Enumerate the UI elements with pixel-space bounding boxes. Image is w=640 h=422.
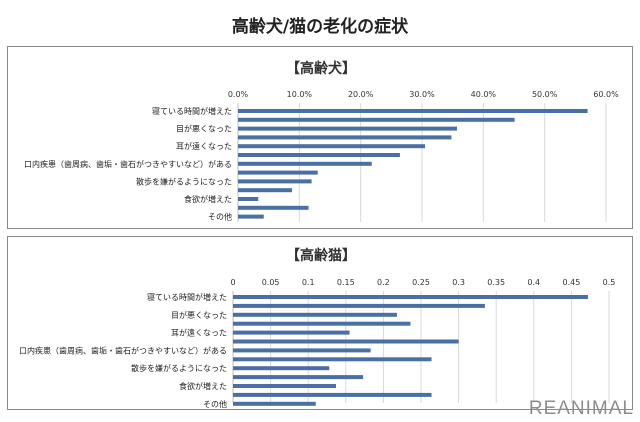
cat-bar xyxy=(233,295,588,299)
cat-category-label: 寝ている時間が増えた xyxy=(147,292,227,302)
cat-bar xyxy=(233,339,459,344)
cat-bar xyxy=(233,312,397,317)
dog-bar xyxy=(238,117,515,122)
dog-bar xyxy=(238,109,588,113)
dog-category-label: 寝ている時間が増えた xyxy=(152,106,232,116)
dog-category-label: 食欲が増えた xyxy=(184,194,232,204)
cat-x-tick-label: 0.2 xyxy=(377,278,390,287)
cat-x-tick-label: 0.4 xyxy=(527,278,540,287)
cat-bar-chart: 【高齢猫】 0 0.05 0.1 0.15 0.2 0.25 0.3 0.35 0.4 0.45 0.… xyxy=(19,247,616,409)
dog-x-tick-label: 20.0% xyxy=(348,90,374,99)
cat-bar xyxy=(233,392,432,397)
cat-category-label: 食欲が増えた xyxy=(179,381,227,391)
cat-chart-panel: 【高齢猫】 0 0.05 0.1 0.15 0.2 0.25 0.3 0.35 0.4 0.45 0.… xyxy=(7,236,633,410)
cat-bar xyxy=(233,366,330,371)
dog-bar xyxy=(238,170,318,175)
dog-x-tick-label: 10.0% xyxy=(287,90,313,99)
cat-x-tick-label: 0.1 xyxy=(302,278,315,287)
dog-category-label: 散歩を嫌がるようになった xyxy=(136,176,232,186)
dog-x-tick-label: 40.0% xyxy=(471,90,497,99)
dog-category-label: 耳が遠くなった xyxy=(176,141,232,151)
dog-bar xyxy=(238,214,264,219)
cat-bar xyxy=(233,303,485,308)
dog-chart-panel: 【高齢犬】 0.0% 10.0% 20.0% 30.0% 40.0% 50.0% 60.0% 寝… xyxy=(7,46,633,229)
cat-bar xyxy=(233,330,350,335)
cat-x-tick-label: 0.5 xyxy=(603,278,616,287)
dog-x-tick-label: 0.0% xyxy=(228,90,249,99)
dog-category-label: その他 xyxy=(208,212,232,222)
reanimal-watermark: REANIMAL xyxy=(528,398,634,419)
cat-bar xyxy=(233,375,364,380)
dog-bar xyxy=(238,205,309,210)
cat-category-label: 目が悪くなった xyxy=(171,310,227,320)
dog-bar xyxy=(238,188,292,193)
dog-bar xyxy=(238,179,312,184)
dog-bar-chart: 【高齢犬】 0.0% 10.0% 20.0% 30.0% 40.0% 50.0% 60.0% 寝… xyxy=(24,60,619,222)
cat-bar xyxy=(233,348,371,353)
dog-x-tick-label: 50.0% xyxy=(532,90,558,99)
cat-x-tick-label: 0.45 xyxy=(562,278,580,287)
dog-bar xyxy=(238,161,372,166)
dog-x-tick-label: 30.0% xyxy=(409,90,435,99)
cat-x-tick-label: 0.25 xyxy=(412,278,430,287)
dog-x-tick-label: 60.0% xyxy=(593,90,619,99)
cat-x-tick-label: 0.3 xyxy=(452,278,465,287)
dog-chart-title: 【高齢犬】 xyxy=(286,60,356,77)
cat-x-tick-label: 0 xyxy=(230,278,235,287)
cat-bar xyxy=(233,321,411,326)
dog-bar xyxy=(238,197,259,201)
cat-category-label: その他 xyxy=(203,399,227,409)
dog-bar xyxy=(238,144,426,149)
dog-category-label: 目が悪くなった xyxy=(176,124,232,134)
cat-x-tick-label: 0.35 xyxy=(487,278,505,287)
cat-bar xyxy=(233,401,316,406)
cat-category-label: 散歩を嫌がるようになった xyxy=(131,363,227,373)
cat-x-tick-label: 0.05 xyxy=(262,278,280,287)
cat-x-tick-label: 0.15 xyxy=(337,278,355,287)
page-title: 高齢犬/猫の老化の症状 xyxy=(231,17,409,37)
cat-category-label: 口内疾患（歯周病、歯垢・歯石がつきやすいなど）がある xyxy=(19,345,227,355)
dog-bar xyxy=(238,126,457,131)
cat-bar xyxy=(233,357,432,362)
cat-chart-title: 【高齢猫】 xyxy=(286,247,356,264)
dog-bar xyxy=(238,153,400,157)
dog-category-label: 口内疾患（歯周病、歯垢・歯石がつきやすいなど）がある xyxy=(24,159,232,169)
cat-bar xyxy=(233,384,337,388)
cat-category-label: 耳が遠くなった xyxy=(171,328,227,338)
dog-bar xyxy=(238,135,452,140)
